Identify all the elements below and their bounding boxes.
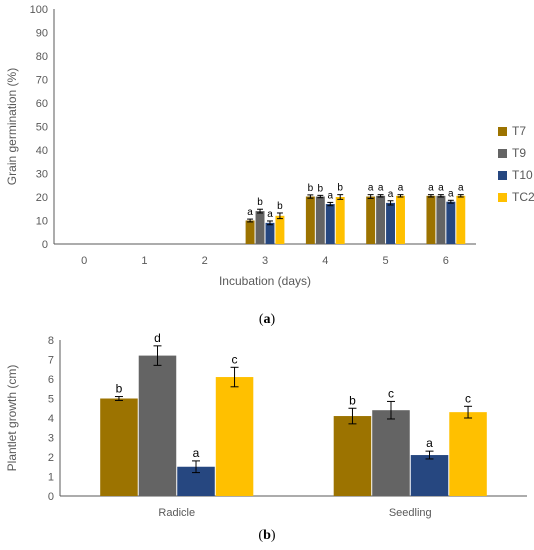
y-tick-label: 4 [48,413,54,425]
y-tick-label: 1 [48,472,54,484]
bar [245,220,255,244]
significance-letter: a [426,436,433,450]
significance-letter: b [257,197,263,208]
significance-letter: b [277,201,283,212]
bar [215,377,254,496]
x-tick-label: Seedling [389,507,432,519]
legend-swatch [498,127,507,136]
significance-letter: a [378,183,384,194]
y-tick-label: 90 [36,28,48,40]
x-tick-label: 0 [81,255,87,267]
bar [333,416,372,496]
bar [138,355,177,496]
y-tick-label: 7 [48,355,54,367]
caption-a: (a) [258,312,276,327]
y-axis-label: Grain germination (%) [5,68,19,185]
bar [446,201,456,244]
bar [335,197,345,244]
significance-letter: c [232,352,238,366]
y-tick-label: 80 [36,51,48,63]
x-tick-label: 5 [383,255,389,267]
y-tick-label: 3 [48,433,54,445]
significance-letter: a [247,207,253,218]
x-tick-label: 4 [322,255,328,267]
significance-letter: c [465,391,471,405]
legend-label: T7 [512,124,526,138]
significance-letter: c [388,386,394,400]
y-tick-label: 50 [36,122,48,134]
y-tick-label: 40 [36,145,48,157]
bar [325,204,335,244]
y-tick-label: 5 [48,394,54,406]
y-tick-label: 8 [48,335,54,347]
bar [436,195,446,244]
significance-letter: d [154,331,161,345]
y-tick-label: 60 [36,98,48,110]
significance-letter: b [349,393,356,407]
bar [372,410,410,496]
bar [275,215,285,244]
significance-letter: b [318,183,324,194]
y-tick-label: 6 [48,374,54,386]
significance-letter: b [308,183,314,194]
significance-letter: b [337,183,343,194]
legend-label: T10 [512,168,533,182]
significance-letter: a [368,183,374,194]
bar [386,202,396,244]
y-tick-label: 100 [30,4,48,16]
significance-letter: a [438,183,444,194]
bar [315,196,325,244]
significance-letter: a [398,183,404,194]
significance-letter: a [448,188,454,199]
bar [265,222,275,244]
legend-swatch [498,149,507,158]
bar [100,398,138,496]
bar [396,195,405,244]
legend-swatch [498,193,507,202]
significance-letter: a [193,446,200,460]
y-tick-label: 2 [48,452,54,464]
caption-b: (b) [258,528,276,543]
y-axis-label: Plantlet growth (cm) [5,365,19,472]
legend-label: TC2 [512,190,534,204]
bar [305,196,315,244]
y-tick-label: 10 [36,216,48,228]
bar [426,195,436,244]
bar [376,195,386,244]
significance-letter: a [458,183,464,194]
plantlet-growth-chart: 0 1 2 3 4 5 6 7 8 Plantlet growth (cm) Radicle b d a c… [5,331,527,519]
x-tick-label: 6 [443,255,449,267]
y-tick-label: 0 [48,491,54,503]
x-axis-label: Incubation (days) [219,274,311,288]
bar [449,412,487,496]
significance-letter: b [116,382,123,396]
significance-letter: a [327,190,333,201]
legend-swatch [498,171,507,180]
legend-label: T9 [512,146,526,160]
y-tick-label: 20 [36,192,48,204]
y-tick-label: 30 [36,169,48,181]
bar [366,196,376,244]
bar [410,455,449,496]
x-tick-label: 3 [262,255,268,267]
x-tick-label: 2 [202,255,208,267]
significance-letter: a [428,183,434,194]
y-tick-label: 70 [36,75,48,87]
significance-letter: a [388,189,394,200]
significance-letter: a [267,209,273,220]
bar [255,211,265,244]
x-tick-label: 1 [141,255,147,267]
y-tick-label: 0 [42,239,48,251]
x-tick-label: Radicle [158,507,195,519]
bar [456,195,466,244]
